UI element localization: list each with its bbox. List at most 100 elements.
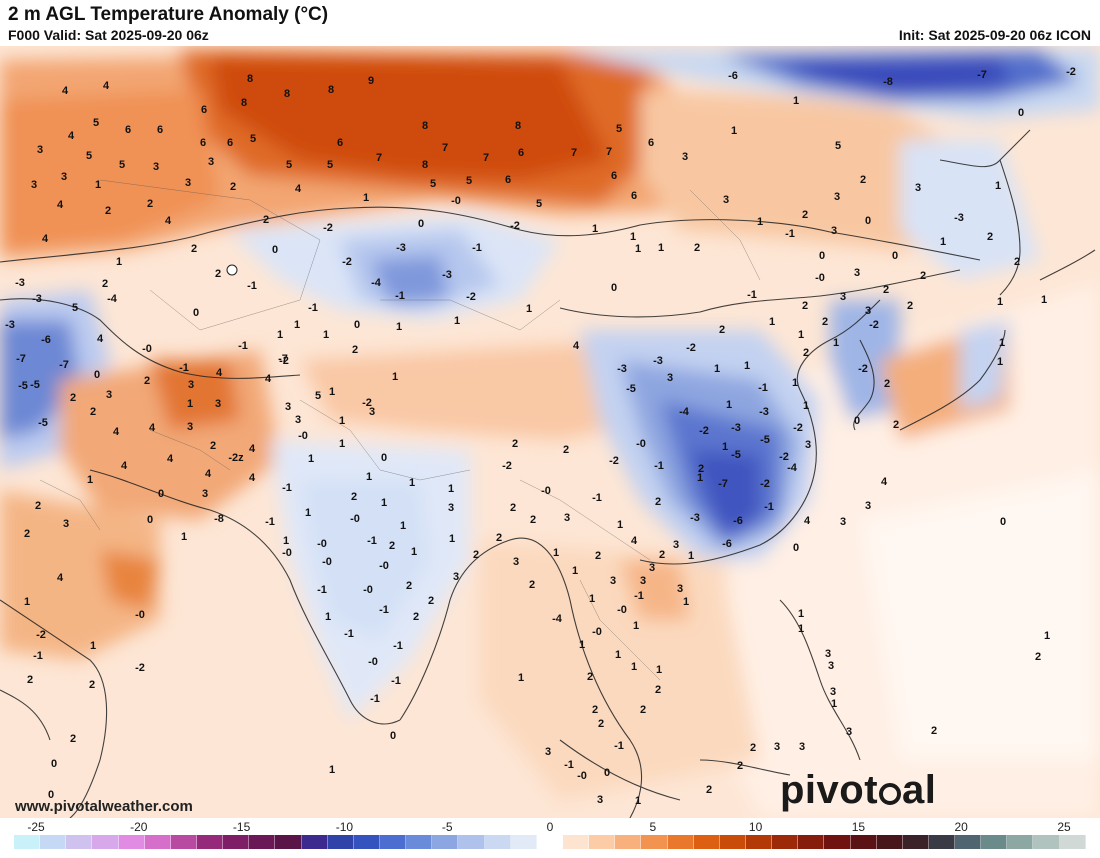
anomaly-value: -2 (869, 319, 879, 331)
anomaly-value: 1 (115, 256, 123, 268)
anomaly-value: 3 (864, 305, 872, 317)
anomaly-value: 1 (797, 623, 805, 635)
anomaly-value: 2 (919, 270, 927, 282)
anomaly-value: -1 (367, 535, 377, 547)
anomaly-value: 0 (417, 218, 425, 230)
colorbar-swatch (589, 835, 616, 849)
anomaly-value: 1 (797, 608, 805, 620)
anomaly-value: 5 (92, 117, 100, 129)
anomaly-value: 3 (60, 171, 68, 183)
anomaly-value: 3 (152, 161, 160, 173)
anomaly-value: -2 (760, 478, 770, 490)
colorbar-swatch (14, 835, 41, 849)
anomaly-value: -1 (247, 280, 257, 292)
anomaly-value: -2 (510, 220, 520, 232)
anomaly-value: 0 (353, 319, 361, 331)
anomaly-value: 2 (214, 268, 222, 280)
anomaly-value: 1 (324, 611, 332, 623)
anomaly-value: -1 (317, 584, 327, 596)
anomaly-value: 1 (756, 216, 764, 228)
anomaly-value: 2 (34, 500, 42, 512)
anomaly-value: 1 (365, 471, 373, 483)
anomaly-value: 3 (452, 571, 460, 583)
anomaly-value: 1 (186, 398, 194, 410)
anomaly-value: -1 (472, 242, 482, 254)
anomaly-value: 2 (528, 579, 536, 591)
anomaly-value: -1 (370, 693, 380, 705)
anomaly-value: 1 (338, 438, 346, 450)
anomaly-value: 2 (705, 784, 713, 796)
colorbar-swatch (1033, 835, 1060, 849)
anomaly-value: -1 (747, 289, 757, 301)
site-credit[interactable]: www.pivotalweather.com (15, 798, 193, 815)
anomaly-value: -3 (759, 406, 769, 418)
anomaly-value: 0 (192, 307, 200, 319)
anomaly-value: 0 (603, 767, 611, 779)
anomaly-value: 2 (639, 704, 647, 716)
anomaly-value: -7 (718, 478, 728, 490)
anomaly-value: -2 (279, 355, 289, 367)
anomaly-value: 1 (939, 236, 947, 248)
anomaly-value: 1 (797, 329, 805, 341)
anomaly-value: 7 (375, 152, 383, 164)
anomaly-value: 3 (824, 648, 832, 660)
anomaly-value: 3 (544, 746, 552, 758)
anomaly-value: 3 (672, 539, 680, 551)
anomaly-value: 1 (616, 519, 624, 531)
colorbar-swatch (353, 835, 380, 849)
colorbar-swatch (798, 835, 825, 849)
anomaly-value: -3 (731, 422, 741, 434)
anomaly-value: 1 (94, 179, 102, 191)
anomaly-value: -0 (636, 438, 646, 450)
colorbar-tick-label: 15 (851, 820, 866, 834)
anomaly-value: 2 (351, 344, 359, 356)
anomaly-value: -0 (815, 272, 825, 284)
anomaly-value: -4 (107, 293, 117, 305)
valid-time: F000 Valid: Sat 2025-09-20 06z (8, 27, 209, 43)
anomaly-value: -2 (858, 363, 868, 375)
anomaly-value: -0 (368, 656, 378, 668)
anomaly-value: 2 (69, 392, 77, 404)
anomaly-value: 0 (271, 244, 279, 256)
anomaly-value: -5 (30, 379, 40, 391)
anomaly-value: 3 (722, 194, 730, 206)
colorbar-swatch (981, 835, 1008, 849)
brand-left: pivot (780, 768, 879, 812)
anomaly-value: -0 (298, 430, 308, 442)
anomaly-value: 3 (609, 575, 617, 587)
anomaly-value: -1 (654, 460, 664, 472)
anomaly-value: -3 (954, 212, 964, 224)
anomaly-value: 1 (802, 400, 810, 412)
anomaly-value: 3 (827, 660, 835, 672)
colorbar-swatch (196, 835, 224, 849)
anomaly-value: 6 (504, 174, 512, 186)
colorbar-swatch (92, 835, 119, 849)
anomaly-value: 0 (47, 789, 55, 801)
anomaly-value: 1 (696, 472, 704, 484)
anomaly-value: 3 (829, 686, 837, 698)
anomaly-map: 4 4 8 8 8 9 -6 -8 -7 -2 5 6 6 6 8 1 0 3 4 5 5 3 6 6 5 8 8 5 1 3 5 5 6 7 8 7… (0, 46, 1100, 818)
colorbar-swatch (876, 835, 903, 849)
anomaly-value: 1 (180, 531, 188, 543)
anomaly-value: -7 (59, 359, 69, 371)
anomaly-value: 0 (792, 542, 800, 554)
anomaly-value: 2 (427, 595, 435, 607)
anomaly-value: 2 (562, 444, 570, 456)
anomaly-value: 4 (112, 426, 120, 438)
anomaly-value: -1 (634, 590, 644, 602)
anomaly-value: 0 (853, 415, 861, 427)
anomaly-value: 5 (314, 390, 322, 402)
anomaly-value: 0 (818, 250, 826, 262)
anomaly-value: 5 (249, 133, 257, 145)
anomaly-value: 2 (405, 580, 413, 592)
colorbar-tick-label: 10 (748, 820, 763, 834)
anomaly-value: 2 (859, 174, 867, 186)
anomaly-value: 2 (511, 438, 519, 450)
anomaly-value: 5 (465, 175, 473, 187)
anomaly-value: 3 (512, 556, 520, 568)
anomaly-value: 1 (657, 242, 665, 254)
anomaly-value: 3 (853, 267, 861, 279)
anomaly-value: -1 (391, 675, 401, 687)
anomaly-value: 1 (768, 316, 776, 328)
anomaly-value: 6 (647, 137, 655, 149)
